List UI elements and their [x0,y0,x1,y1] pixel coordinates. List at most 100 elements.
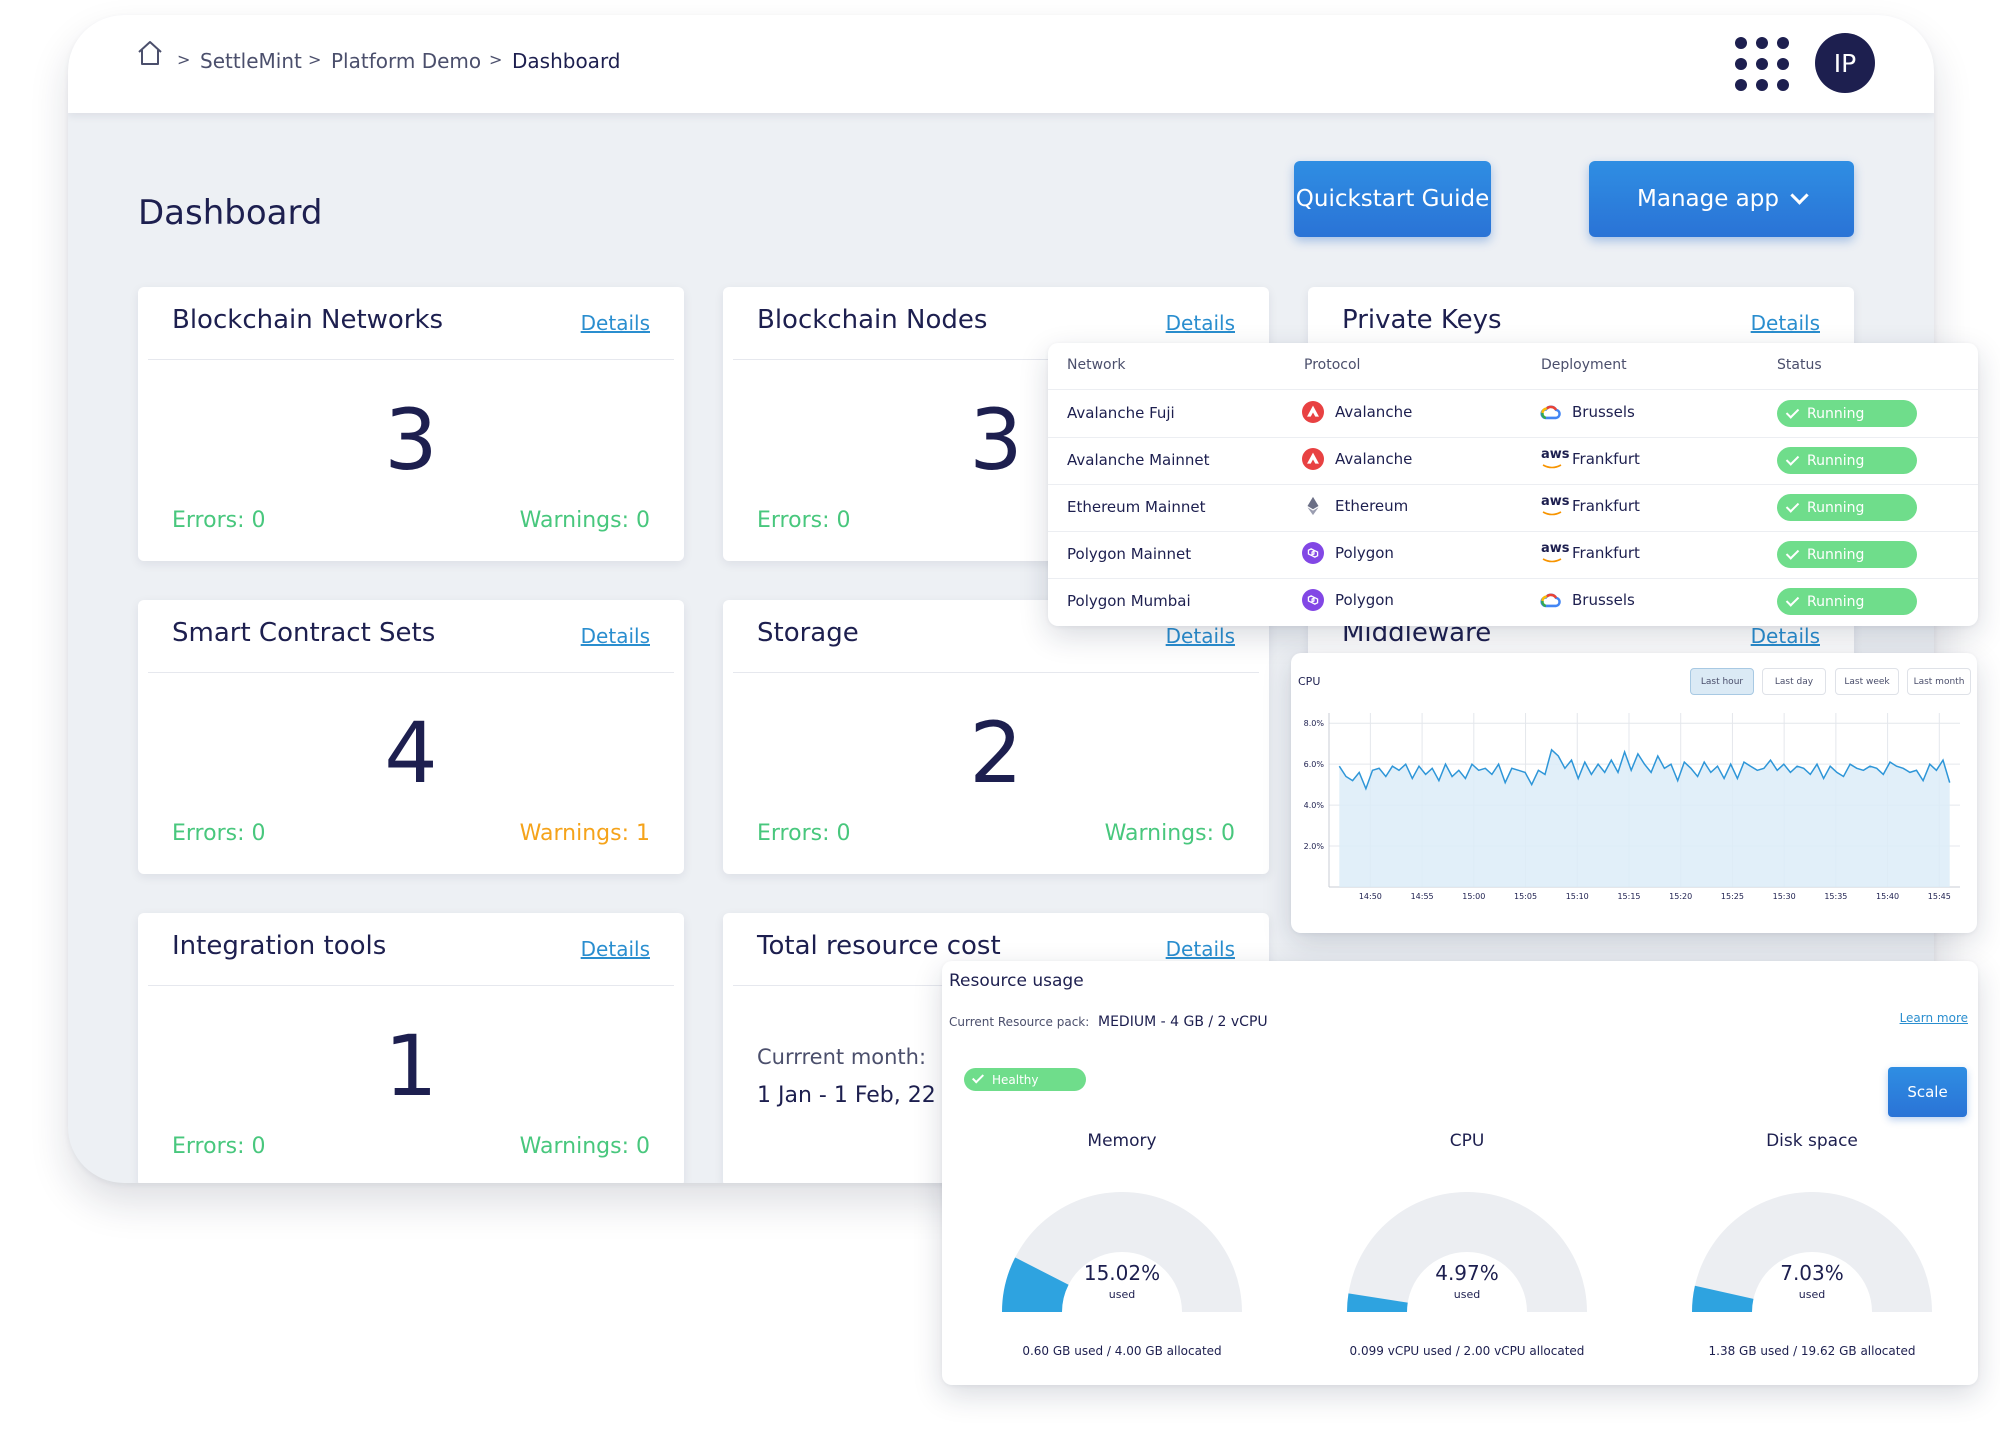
details-link[interactable]: Details [580,937,650,961]
deployment-location: Brussels [1572,591,1635,609]
protocol-name: Avalanche [1335,450,1413,468]
breadcrumb-settlemint[interactable]: SettleMint [200,49,302,73]
polygon-icon [1302,589,1324,611]
gauge-track [1692,1192,1932,1312]
details-link[interactable]: Details [580,311,650,335]
errors-count: Errors: 0 [172,821,266,846]
gauge-track [1347,1192,1587,1312]
range-last-week-button[interactable]: Last week [1835,668,1899,695]
column-header-status: Status [1777,357,1822,373]
details-link[interactable]: Details [1165,311,1235,335]
protocol-name: Polygon [1335,544,1394,562]
deployment-location: Frankfurt [1572,450,1640,468]
check-icon [1785,452,1800,466]
column-header-deployment: Deployment [1541,357,1627,373]
divider [148,359,674,360]
table-row[interactable]: Polygon Mumbai Polygon Brussels Running [1048,578,1978,625]
protocol-name: Polygon [1335,591,1394,609]
count-value: 4 [384,704,438,802]
count-value: 2 [969,704,1023,802]
x-tick-label: 15:15 [1617,892,1640,901]
gauge-used-label: used [1108,1288,1136,1301]
deployment-location: Frankfurt [1572,544,1640,562]
header-divider [1048,389,1978,390]
errors-count: Errors: 0 [757,508,851,533]
warnings-count: Warnings: 0 [1104,821,1235,846]
row-divider [1048,484,1978,485]
gauge-used-label: used [1798,1288,1826,1301]
deployment-location: Frankfurt [1572,497,1640,515]
breadcrumb-platform-demo[interactable]: Platform Demo [331,49,482,73]
check-icon [1785,405,1800,419]
table-row[interactable]: Ethereum Mainnet Ethereum aws Frankfurt Runn… [1048,484,1978,531]
gauge-fill [1347,1293,1408,1312]
status-badge: Running [1777,588,1917,615]
network-name: Avalanche Mainnet [1067,451,1210,469]
network-name: Ethereum Mainnet [1067,498,1206,516]
card-title: Private Keys [1342,305,1502,335]
gauge-allocation: 1.38 GB used / 19.62 GB allocated [1708,1344,1916,1358]
breadcrumb-separator: > [489,50,503,69]
status-badge: Running [1777,447,1917,474]
details-link[interactable]: Details [1165,624,1235,648]
table-row[interactable]: Avalanche Mainnet Avalanche aws Frankfurt Ru… [1048,437,1978,484]
breadcrumb-separator: > [177,50,191,69]
quickstart-guide-button[interactable]: Quickstart Guide [1294,161,1491,237]
details-link[interactable]: Details [1750,311,1820,335]
scale-button[interactable]: Scale [1888,1067,1967,1117]
scale-label: Scale [1907,1083,1948,1101]
resource-pack-value: MEDIUM - 4 GB / 2 vCPU [1098,1014,1268,1030]
check-icon [1785,546,1800,560]
x-tick-label: 15:40 [1876,892,1899,901]
divider [148,672,674,673]
range-last-day-button[interactable]: Last day [1762,668,1826,695]
gauge-arc [1002,1192,1242,1312]
table-row[interactable]: Polygon Mainnet Polygon aws Frankfurt Runnin… [1048,531,1978,578]
deployment-location: Brussels [1572,403,1635,421]
gauge-percent: 7.03% [1780,1261,1844,1285]
column-header-network: Network [1067,357,1126,373]
aws-icon: aws [1541,494,1570,509]
app-grid-icon[interactable] [1735,37,1789,91]
check-icon [971,1071,985,1084]
warnings-count: Warnings: 1 [519,821,650,846]
divider [733,359,1259,360]
learn-more-link[interactable]: Learn more [1899,1011,1968,1025]
resource-pack-label: Current Resource pack: [949,1015,1090,1029]
protocol-name: Ethereum [1335,497,1409,515]
column-header-protocol: Protocol [1304,357,1361,373]
y-tick-label: 6.0% [1304,760,1325,769]
manage-app-button[interactable]: Manage app [1589,161,1854,237]
range-last-month-button[interactable]: Last month [1907,668,1971,695]
chevron-down-icon [1790,185,1809,205]
divider [148,985,674,986]
network-name: Polygon Mumbai [1067,592,1191,610]
gauge-fill [1692,1285,1754,1312]
cpu-series-line [1338,748,1951,791]
x-tick-label: 15:20 [1669,892,1692,901]
ethereum-icon [1307,496,1319,516]
quickstart-label: Quickstart Guide [1295,186,1490,212]
cpu-area-chart: 2.0% 4.0% 6.0% 8.0% 14:50 14:55 15:00 15:05 15:1… [1304,713,1960,901]
errors-count: Errors: 0 [757,821,851,846]
gauge-title: Memory [1087,1131,1157,1151]
home-icon[interactable] [136,39,164,67]
gauge-percent: 4.97% [1435,1261,1499,1285]
gauge-arc [1347,1192,1587,1312]
row-divider [1048,531,1978,532]
warnings-count: Warnings: 0 [519,508,650,533]
details-link[interactable]: Details [1165,937,1235,961]
gauge-disk-space: Disk space 7.03% used 1.38 GB used / 19.62 … [1662,1131,1962,1371]
divider [733,672,1259,673]
avatar[interactable]: IP [1815,33,1875,93]
details-link[interactable]: Details [1750,624,1820,648]
range-last-hour-button[interactable]: Last hour [1690,668,1754,695]
table-row[interactable]: Avalanche Fuji Avalanche Brussels Running [1048,390,1978,437]
google-cloud-icon [1540,593,1561,608]
network-table-panel: Network Protocol Deployment Status Avala… [1048,343,1978,626]
card-integration-tools: Integration tools Details 1 Errors: 0 Wa… [138,913,684,1183]
x-tick-label: 15:00 [1462,892,1485,901]
y-tick-label: 4.0% [1304,801,1325,810]
count-value: 3 [969,391,1023,489]
details-link[interactable]: Details [580,624,650,648]
